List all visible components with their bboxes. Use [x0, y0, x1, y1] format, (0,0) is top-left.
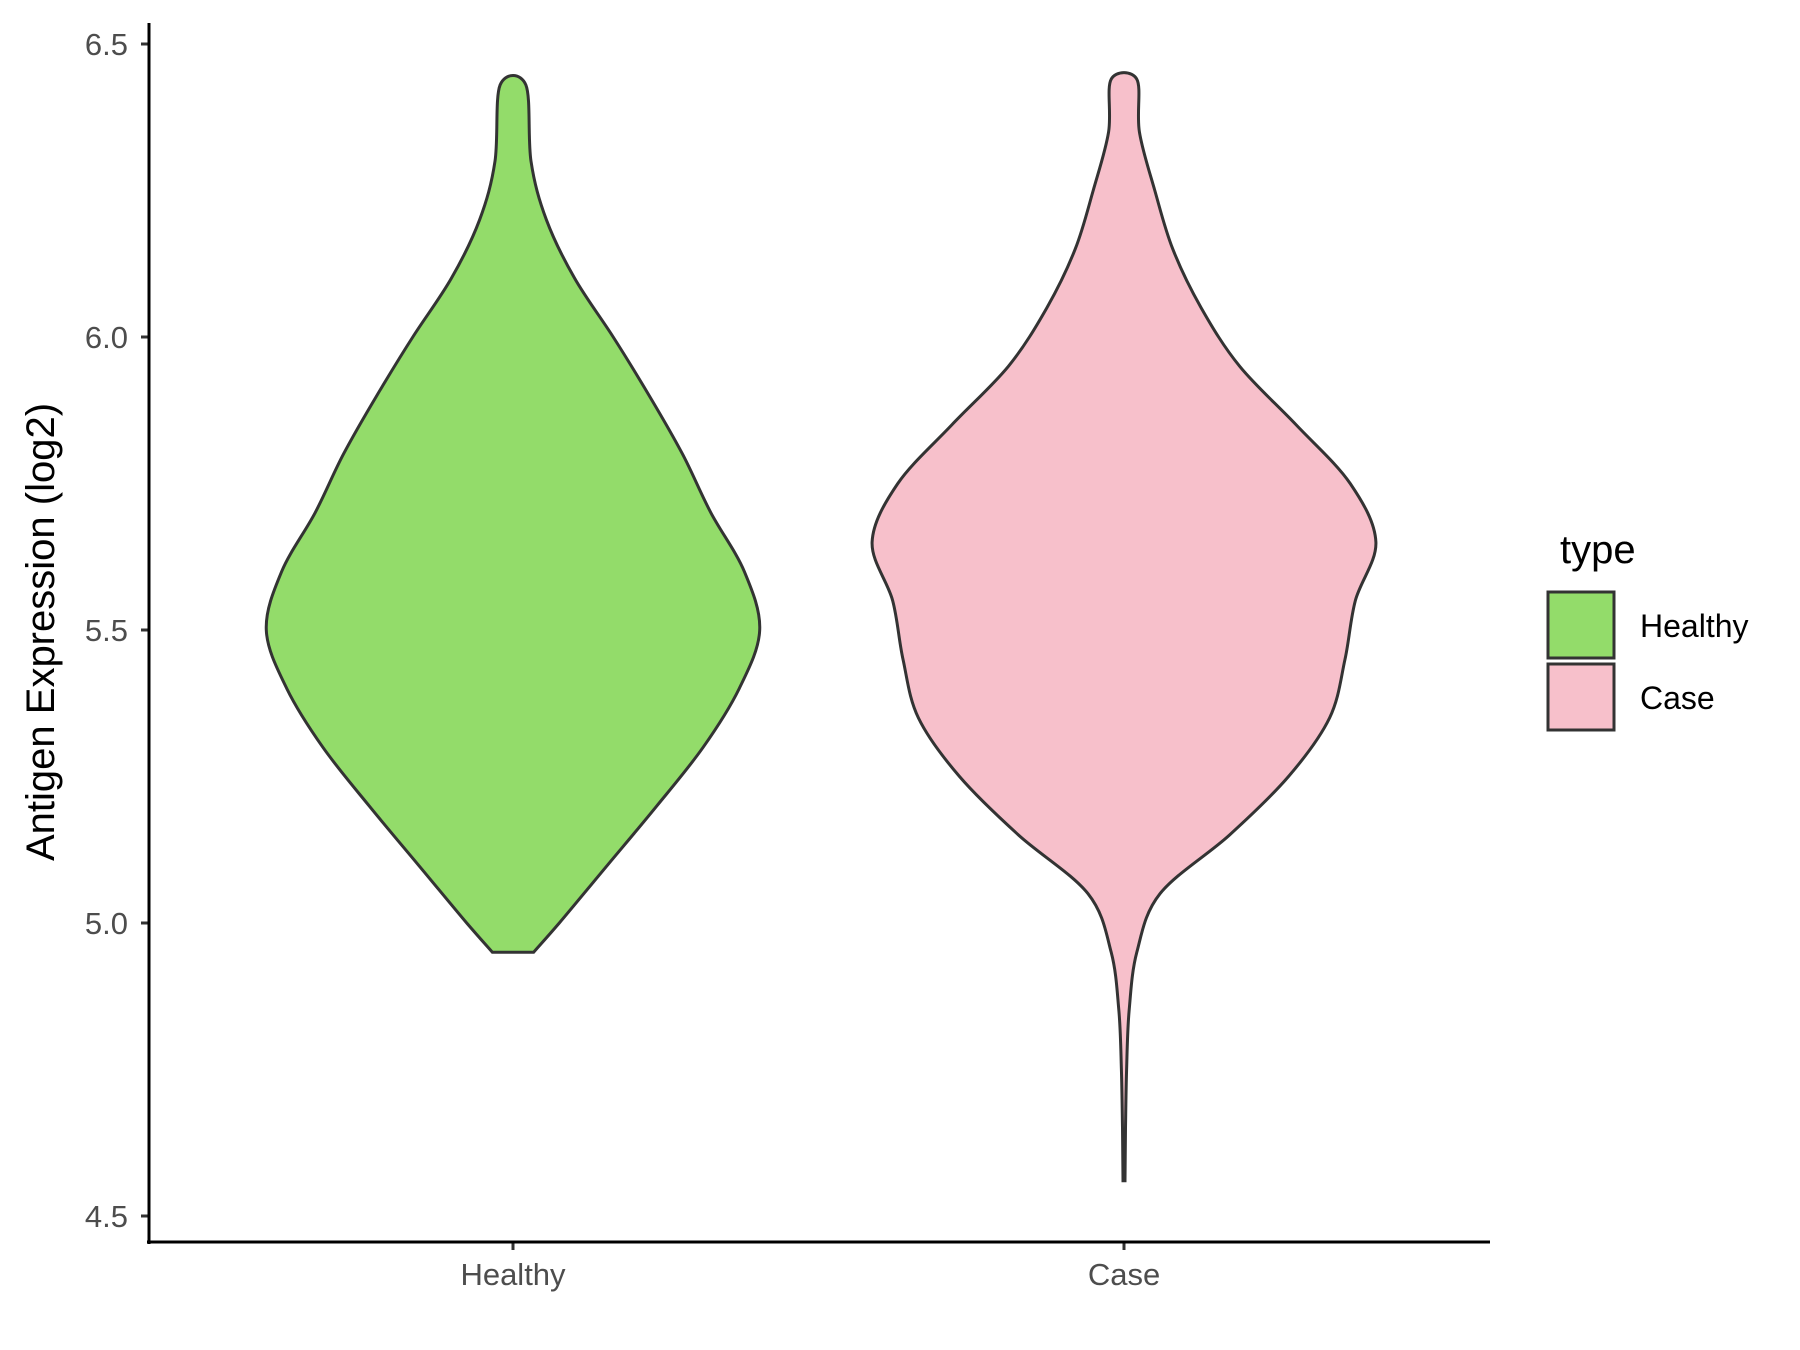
- y-axis-title: Antigen Expression (log2): [19, 403, 63, 861]
- violin-healthy: [264, 73, 762, 954]
- y-tick-label: 5.0: [85, 906, 128, 941]
- x-axis-ticks: Healthy Case: [460, 1242, 1160, 1292]
- legend-title: type: [1560, 528, 1636, 572]
- y-tick-label: 6.0: [85, 320, 128, 355]
- legend-key-healthy: [1546, 590, 1616, 660]
- y-tick-label: 4.5: [85, 1199, 128, 1234]
- y-tick-label: 5.5: [85, 613, 128, 648]
- legend-label: Healthy: [1640, 608, 1749, 644]
- legend: type Healthy Case: [1546, 528, 1749, 732]
- y-axis-ticks: 4.5 5.0 5.5 6.0 6.5: [85, 27, 149, 1234]
- y-tick-label: 6.5: [85, 27, 128, 62]
- legend-label: Case: [1640, 680, 1715, 716]
- violin-case: [870, 71, 1378, 1183]
- legend-key-case: [1546, 662, 1616, 732]
- x-tick-label: Case: [1088, 1257, 1160, 1292]
- x-tick-label: Healthy: [460, 1257, 566, 1292]
- violin-layer: [264, 71, 1378, 1183]
